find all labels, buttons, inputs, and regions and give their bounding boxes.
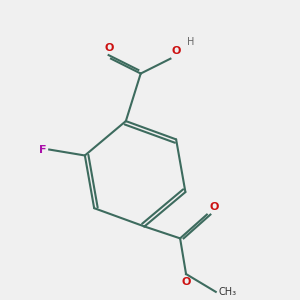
Text: O: O: [210, 202, 219, 212]
Text: CH₃: CH₃: [219, 287, 237, 297]
Text: F: F: [39, 145, 46, 154]
Text: H: H: [187, 37, 194, 47]
Text: O: O: [182, 277, 191, 287]
Text: O: O: [105, 43, 114, 53]
Text: O: O: [172, 46, 181, 56]
